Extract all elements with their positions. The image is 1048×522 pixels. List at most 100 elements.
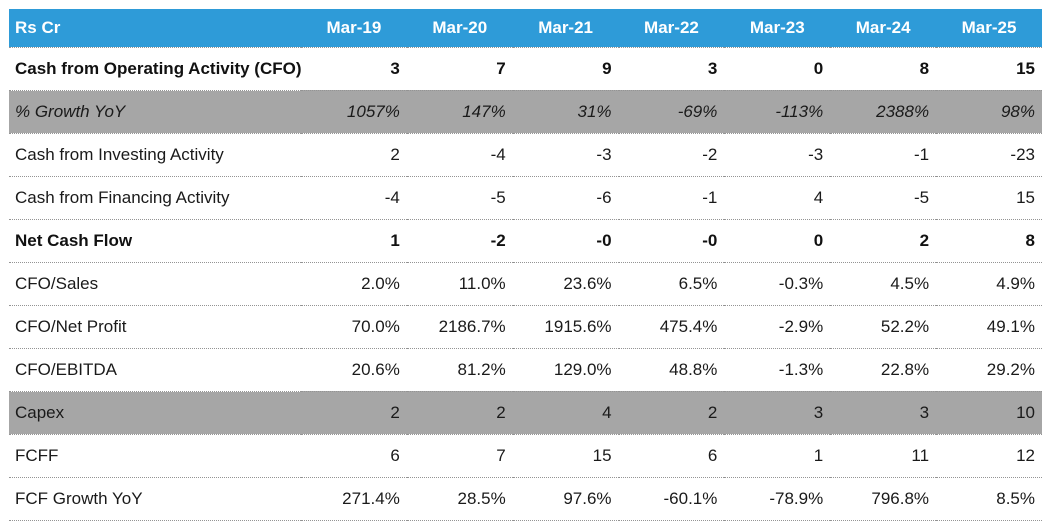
data-cell: 2 — [496, 402, 506, 422]
data-cell: -23 — [1010, 144, 1035, 164]
data-cell: 11.0% — [458, 273, 506, 293]
data-cell: 15 — [1016, 187, 1035, 207]
data-cell: 10 — [1016, 402, 1035, 422]
data-cell: -0 — [702, 230, 718, 250]
data-cell: 2388% — [876, 101, 930, 121]
data-cell: 7 — [496, 445, 506, 465]
row-label: Cash from Financing Activity — [15, 187, 230, 207]
data-cell: 1057% — [346, 101, 400, 121]
data-cell: 129.0% — [553, 359, 612, 379]
data-cell: 0 — [813, 230, 824, 250]
table-row-cfo: Cash from Operating Activity (CFO) 3 7 9… — [9, 47, 1042, 90]
data-cell: -4 — [490, 144, 506, 164]
data-cell: -6 — [596, 187, 612, 207]
table-header-row: Rs Cr Mar-19 Mar-20 Mar-21 Mar-22 Mar-23… — [9, 9, 1042, 47]
data-cell: 8 — [1025, 230, 1035, 250]
data-cell: -3 — [808, 144, 824, 164]
data-cell: -78.9% — [769, 488, 824, 508]
data-cell: 48.8% — [669, 359, 718, 379]
data-cell: -69% — [677, 101, 718, 121]
data-cell: -1 — [913, 144, 930, 164]
data-cell: -1 — [702, 187, 718, 207]
data-cell: 4.9% — [996, 273, 1035, 293]
data-cell: 2.0% — [361, 273, 400, 293]
row-label: CFO/Net Profit — [15, 316, 127, 336]
row-label: Net Cash Flow — [15, 230, 133, 250]
column-header-mar-21: Mar-21 — [538, 17, 594, 37]
table-row-cfo-net-profit: CFO/Net Profit 70.0% 2186.7% 1915.6% 475… — [9, 305, 1042, 348]
data-cell: 271.4% — [342, 488, 400, 508]
column-header-mar-24: Mar-24 — [855, 17, 911, 37]
data-cell: 3 — [707, 58, 718, 78]
row-label: FCFF — [15, 445, 59, 465]
data-cell: 81.2% — [457, 359, 506, 379]
data-cell: 49.1% — [986, 316, 1035, 336]
data-cell: 15 — [592, 445, 612, 465]
data-cell: -113% — [775, 101, 824, 121]
table-row-cfo-sales: CFO/Sales 2.0% 11.0% 23.6% 6.5% -0.3% 4.… — [9, 262, 1042, 305]
column-header-mar-22: Mar-22 — [644, 17, 699, 37]
data-cell: 29.2% — [986, 359, 1035, 379]
column-header-mar-25: Mar-25 — [961, 17, 1017, 37]
data-cell: 15 — [1016, 58, 1035, 78]
data-cell: 9 — [602, 58, 612, 78]
table-row-growth-yoy: % Growth YoY 1057% 147% 31% -69% -113% 2… — [9, 90, 1042, 133]
data-cell: 70.0% — [351, 316, 400, 336]
data-cell: -3 — [596, 144, 612, 164]
data-cell: -1.3% — [778, 359, 824, 379]
data-cell: 1915.6% — [544, 316, 612, 336]
data-cell: 3 — [390, 58, 400, 78]
table-row-fcff: FCFF 6 7 15 6 1 11 12 — [9, 434, 1042, 477]
row-label: % Growth YoY — [15, 101, 126, 121]
data-cell: -2.9% — [778, 316, 824, 336]
unit-header: Rs Cr — [15, 17, 61, 37]
data-cell: 22.8% — [880, 359, 930, 379]
data-cell: 28.5% — [457, 488, 506, 508]
data-cell: 4 — [602, 402, 612, 422]
data-cell: 8.5% — [996, 488, 1035, 508]
table-row-investing: Cash from Investing Activity 2 -4 -3 -2 … — [9, 133, 1042, 176]
table-row-cfo-ebitda: CFO/EBITDA 20.6% 81.2% 129.0% 48.8% -1.3… — [9, 348, 1042, 391]
data-cell: 31% — [577, 101, 612, 121]
data-cell: -0 — [596, 230, 612, 250]
data-cell: -4 — [384, 187, 400, 207]
data-cell: 97.6% — [563, 488, 612, 508]
data-cell: 7 — [496, 58, 506, 78]
data-cell: -2 — [490, 230, 506, 250]
data-cell: 11 — [911, 445, 930, 465]
data-cell: -2 — [702, 144, 718, 164]
data-cell: 2186.7% — [438, 316, 506, 336]
data-cell: 3 — [919, 402, 930, 422]
table-row-capex: Capex 2 2 4 2 3 3 10 — [9, 391, 1042, 434]
data-cell: 2 — [390, 402, 400, 422]
data-cell: 475.4% — [659, 316, 718, 336]
column-header-mar-20: Mar-20 — [432, 17, 488, 37]
data-cell: 2 — [707, 402, 718, 422]
data-cell: -5 — [913, 187, 930, 207]
data-cell: 1 — [813, 445, 824, 465]
data-cell: 796.8% — [871, 488, 930, 508]
data-cell: 20.6% — [351, 359, 400, 379]
column-header-mar-23: Mar-23 — [749, 17, 805, 37]
data-cell: 12 — [1016, 445, 1035, 465]
data-cell: 1 — [390, 230, 400, 250]
row-label: Cash from Operating Activity (CFO) — [15, 58, 301, 78]
table-row-fcf-growth: FCF Growth YoY 271.4% 28.5% 97.6% -60.1%… — [9, 477, 1042, 520]
data-cell: 147% — [462, 101, 506, 121]
data-cell: 2 — [919, 230, 930, 250]
row-label: Capex — [15, 402, 65, 422]
data-cell: 6 — [707, 445, 718, 465]
data-cell: 6 — [390, 445, 400, 465]
row-label: FCF Growth YoY — [15, 488, 143, 508]
data-cell: 23.6% — [563, 273, 612, 293]
table-row-net-cash-flow: Net Cash Flow 1 -2 -0 -0 0 2 8 — [9, 219, 1042, 262]
data-cell: -5 — [490, 187, 506, 207]
data-cell: 3 — [813, 402, 824, 422]
row-label: Cash from Investing Activity — [15, 144, 224, 164]
data-cell: 8 — [919, 58, 930, 78]
column-header-mar-19: Mar-19 — [326, 17, 382, 37]
row-label: CFO/Sales — [15, 273, 99, 293]
data-cell: -0.3% — [778, 273, 824, 293]
table-row-financing: Cash from Financing Activity -4 -5 -6 -1… — [9, 176, 1042, 219]
